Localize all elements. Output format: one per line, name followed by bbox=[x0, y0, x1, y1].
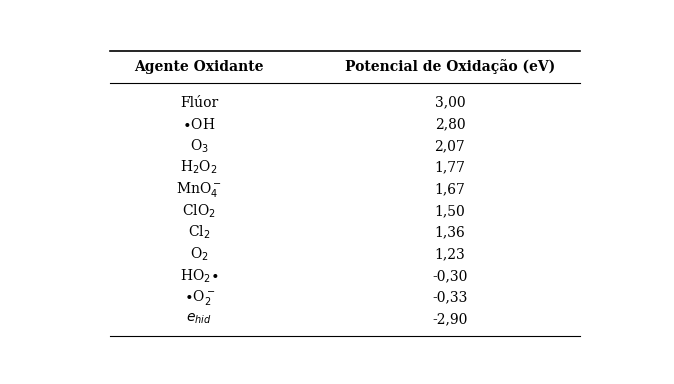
Text: -0,33: -0,33 bbox=[432, 290, 468, 305]
Text: O$_2$: O$_2$ bbox=[190, 245, 208, 263]
Text: 2,07: 2,07 bbox=[435, 139, 465, 153]
Text: Agente Oxidante: Agente Oxidante bbox=[134, 60, 264, 74]
Text: O$_3$: O$_3$ bbox=[189, 137, 209, 155]
Text: $\bullet$OH: $\bullet$OH bbox=[183, 117, 216, 132]
Text: $\bullet$O$_2^-$: $\bullet$O$_2^-$ bbox=[183, 288, 215, 307]
Text: 2,80: 2,80 bbox=[435, 118, 465, 131]
Text: 1,50: 1,50 bbox=[435, 204, 465, 218]
Text: MnO$_4^-$: MnO$_4^-$ bbox=[177, 180, 222, 199]
Text: 1,36: 1,36 bbox=[435, 225, 465, 240]
Text: HO$_2$$\bullet$: HO$_2$$\bullet$ bbox=[180, 267, 218, 285]
Text: 3,00: 3,00 bbox=[435, 96, 465, 110]
Text: 1,67: 1,67 bbox=[435, 182, 465, 196]
Text: $e_{hid}$: $e_{hid}$ bbox=[186, 312, 212, 326]
Text: Flúor: Flúor bbox=[180, 96, 218, 110]
Text: Cl$_2$: Cl$_2$ bbox=[188, 224, 210, 241]
Text: ClO$_2$: ClO$_2$ bbox=[182, 202, 216, 220]
Text: -0,30: -0,30 bbox=[432, 269, 468, 283]
Text: 1,77: 1,77 bbox=[435, 161, 465, 175]
Text: 1,23: 1,23 bbox=[435, 247, 465, 261]
Text: Potencial de Oxidação (eV): Potencial de Oxidação (eV) bbox=[345, 59, 555, 74]
Text: H$_2$O$_2$: H$_2$O$_2$ bbox=[181, 159, 218, 176]
Text: -2,90: -2,90 bbox=[432, 312, 468, 326]
